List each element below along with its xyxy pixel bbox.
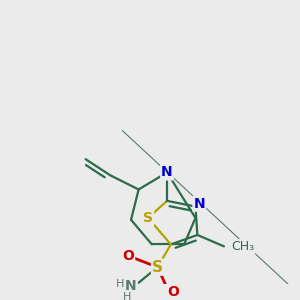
Text: H: H (116, 279, 124, 289)
Text: O: O (122, 249, 134, 263)
Text: CH₃: CH₃ (232, 240, 255, 253)
Text: O: O (167, 285, 179, 299)
Text: H: H (123, 292, 131, 300)
Text: N: N (161, 165, 173, 179)
Text: N: N (125, 279, 137, 293)
Text: S: S (152, 260, 163, 275)
Text: S: S (143, 211, 153, 225)
Text: N: N (194, 197, 205, 211)
